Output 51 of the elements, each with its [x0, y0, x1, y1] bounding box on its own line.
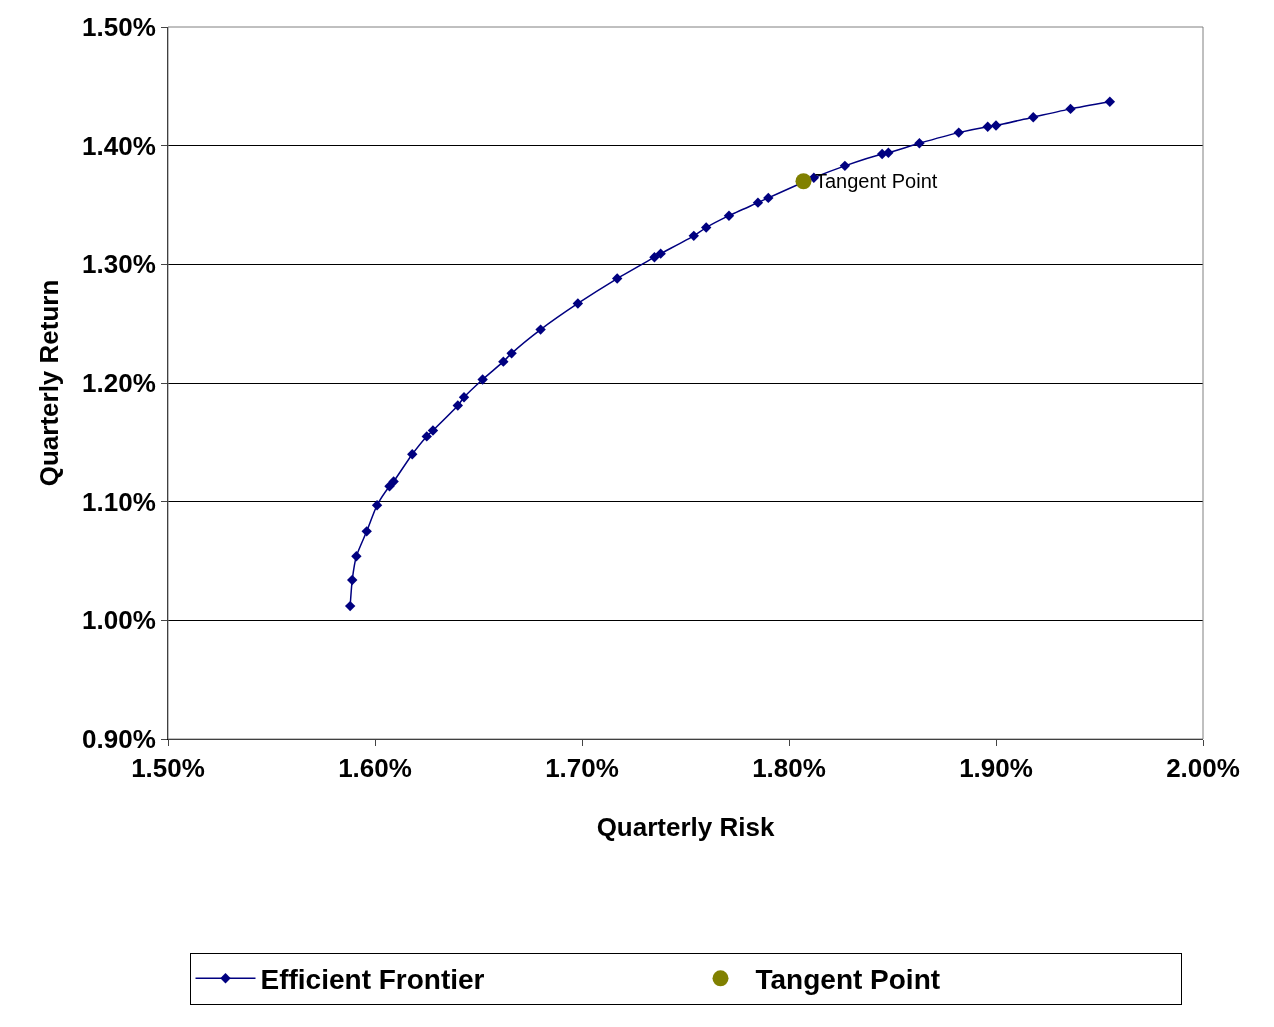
point	[914, 138, 925, 149]
x-tick-label: 1.80%	[752, 753, 826, 784]
point	[351, 551, 362, 562]
point	[839, 160, 851, 172]
x-axis-title: Quarterly Risk	[596, 811, 775, 842]
point	[427, 425, 439, 436]
y-tick-label: 1.00%	[82, 605, 156, 636]
point	[990, 120, 1002, 131]
y-tick-label: 1.40%	[82, 130, 156, 161]
point	[723, 210, 735, 221]
x-tick-label: 1.60%	[338, 753, 412, 784]
annotation: Tangent Point	[815, 170, 938, 192]
y-tick-label: 1.30%	[82, 249, 156, 280]
y-tick-label: 0.90%	[82, 724, 156, 755]
point	[752, 197, 764, 208]
x-tick-label: 1.50%	[131, 753, 205, 784]
point	[611, 273, 623, 284]
point	[953, 127, 964, 138]
point	[407, 449, 418, 460]
point	[506, 348, 517, 359]
y-tick-label: 1.50%	[82, 12, 156, 43]
point	[883, 147, 894, 158]
point	[421, 431, 432, 442]
y-axis-title: Quarterly Return	[34, 279, 65, 487]
point	[572, 298, 584, 309]
point	[498, 356, 509, 367]
point	[1065, 103, 1076, 115]
point	[347, 574, 358, 586]
point	[688, 230, 699, 242]
point	[458, 392, 470, 403]
point	[361, 526, 372, 537]
point	[701, 222, 712, 233]
point	[344, 600, 356, 612]
point	[535, 324, 546, 335]
x-tick-label: 1.90%	[959, 753, 1033, 784]
y-tick-label: 1.20%	[82, 368, 156, 399]
point	[477, 374, 488, 385]
point	[763, 192, 774, 204]
legend-label: Tangent Point	[755, 964, 941, 996]
point	[1104, 96, 1116, 107]
point	[1028, 111, 1039, 123]
legend-label: Efficient Frontier	[260, 964, 485, 996]
point	[388, 476, 399, 487]
point	[982, 121, 993, 132]
point	[655, 248, 666, 259]
y-tick-label: 1.10%	[82, 486, 156, 517]
point	[371, 500, 383, 511]
x-tick-label: 1.70%	[545, 753, 619, 784]
x-tick-label: 2.00%	[1166, 753, 1240, 784]
point	[795, 173, 812, 190]
point	[452, 400, 463, 411]
